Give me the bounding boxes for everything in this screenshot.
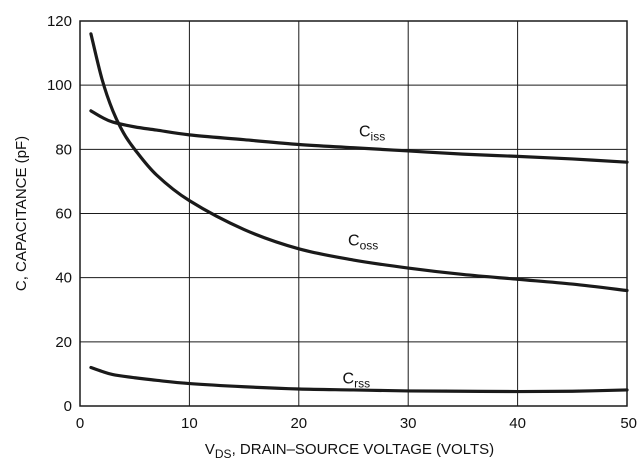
x-tick-label: 40 xyxy=(509,415,526,432)
series-line-coss xyxy=(89,32,629,293)
series-line-ciss xyxy=(89,109,629,164)
y-tick-label: 0 xyxy=(64,398,72,415)
grid xyxy=(80,21,627,406)
x-axis-label-sub: DS xyxy=(215,447,232,461)
x-tick-label: 10 xyxy=(181,415,198,432)
y-tick-label: 60 xyxy=(55,206,72,223)
y-tick-label: 80 xyxy=(55,141,72,158)
y-axis-label: C, CAPACITANCE (pF) xyxy=(13,136,30,291)
y-tick-label: 40 xyxy=(55,270,72,287)
y-tick-label: 20 xyxy=(55,334,72,351)
curve-label-coss: Coss xyxy=(348,233,378,253)
series-line-crss xyxy=(89,365,629,394)
series-group xyxy=(89,32,629,394)
x-tick-label: 20 xyxy=(290,415,307,432)
x-tick-label: 0 xyxy=(76,415,84,432)
curve-labels: Ciss Coss Crss xyxy=(343,124,386,391)
x-axis-label: VDS, DRAIN–SOURCE VOLTAGE (VOLTS) xyxy=(205,441,494,461)
x-tick-label: 30 xyxy=(400,415,417,432)
plot-frame xyxy=(79,20,628,407)
tick-labels: 0 20 40 60 80 100 120 0 10 20 30 40 50 xyxy=(47,13,637,432)
x-axis-label-main: V xyxy=(205,441,215,458)
y-tick-label: 100 xyxy=(47,77,72,94)
y-tick-label: 120 xyxy=(47,13,72,30)
curve-label-crss: Crss xyxy=(343,371,371,391)
x-axis-label-rest: , DRAIN–SOURCE VOLTAGE (VOLTS) xyxy=(232,441,495,458)
curve-label-ciss: Ciss xyxy=(359,124,385,144)
x-tick-label: 50 xyxy=(620,415,637,432)
